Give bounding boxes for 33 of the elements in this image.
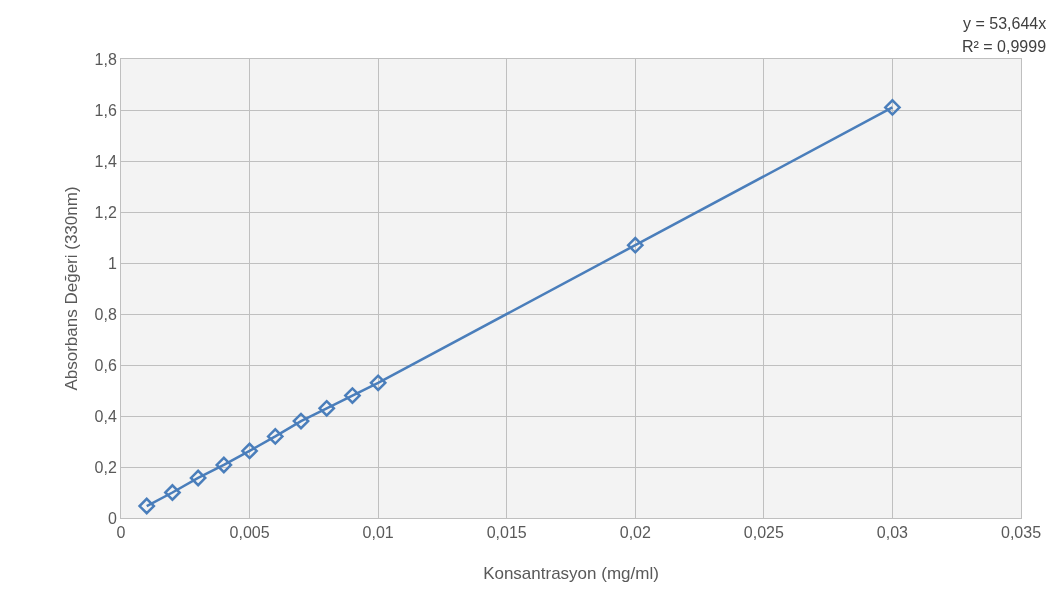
point <box>189 469 207 487</box>
point <box>241 442 258 460</box>
point <box>292 412 310 430</box>
y-tick-label: 1 <box>107 254 117 272</box>
x-tick-label: 0,02 <box>619 524 651 542</box>
y-axis-title: Absorbans Değeri (330nm) <box>62 186 81 391</box>
y-tick-label: 1,4 <box>94 152 117 170</box>
x-axis-title: Konsantrasyon (mg/ml) <box>483 564 659 583</box>
text: R² = 0,9999 <box>962 38 1047 55</box>
point <box>138 497 156 515</box>
point <box>318 399 336 417</box>
y-tick-label: 1,8 <box>94 50 117 68</box>
y-tick-label: 1,2 <box>94 203 117 221</box>
y-tick-label: 0,2 <box>94 458 117 476</box>
y-tick-label: 0,4 <box>94 407 117 425</box>
point <box>164 484 181 501</box>
x-tick-label: 0,035 <box>1000 524 1042 542</box>
x-tick-label: 0,01 <box>362 524 394 542</box>
point <box>626 236 644 254</box>
y-tick-label: 1,6 <box>94 101 117 119</box>
x-tick-label: 0,005 <box>229 524 270 542</box>
point <box>215 456 233 474</box>
y-tick-label: 0,8 <box>94 305 117 323</box>
point <box>344 387 361 404</box>
point <box>266 428 284 445</box>
x-tick-label: 0,03 <box>876 524 909 542</box>
point <box>884 99 901 116</box>
point <box>369 374 387 392</box>
text: y = 53,644x <box>963 15 1047 32</box>
y-tick-label: 0 <box>107 509 117 527</box>
x-tick-label: 0,015 <box>486 524 527 542</box>
x-tick-label: 0,025 <box>743 524 784 542</box>
y-tick-label: 0,6 <box>94 356 117 374</box>
